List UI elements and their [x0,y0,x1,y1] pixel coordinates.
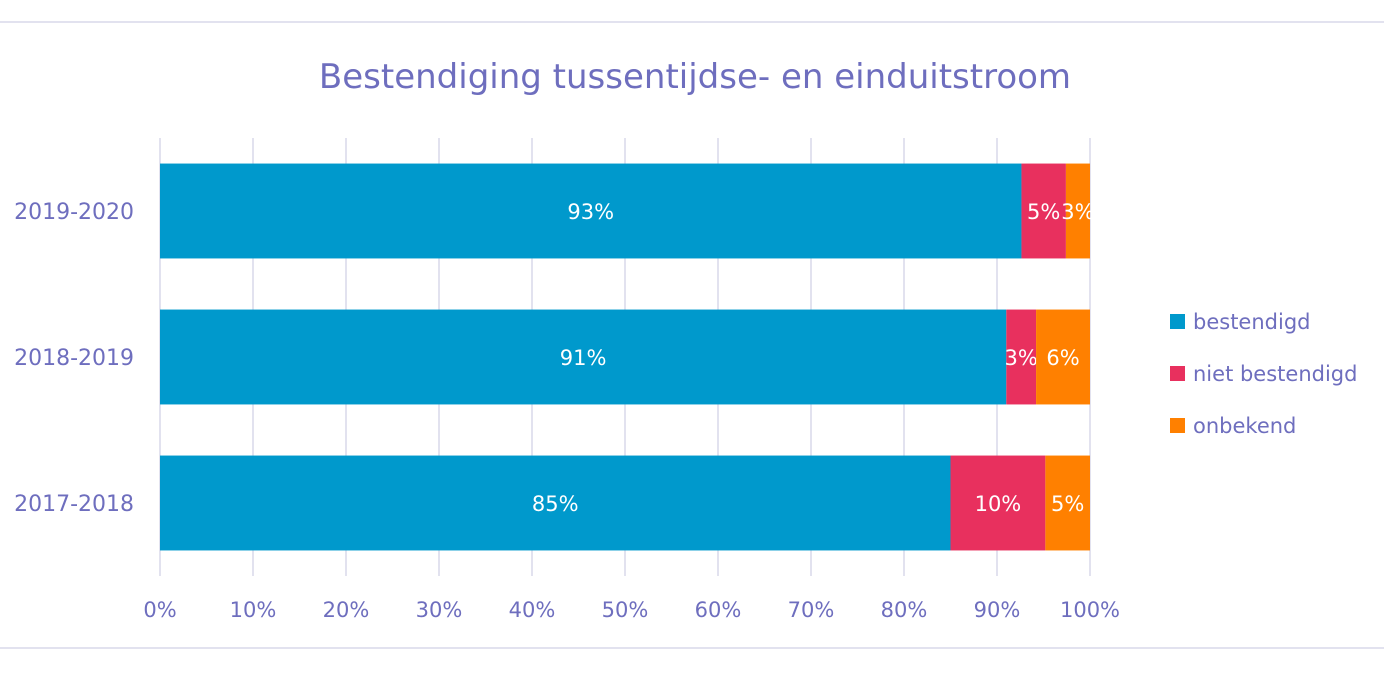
data-label: 3% [1005,346,1038,370]
bar-segment [160,163,1022,259]
x-tick-label: 30% [416,598,463,622]
y-category-label: 2019-2020 [14,200,134,225]
legend-label: niet bestendigd [1193,362,1357,386]
x-tick-label: 80% [881,598,928,622]
bar-segment [1065,163,1090,259]
x-tick-label: 10% [230,598,277,622]
x-tick-label: 70% [788,598,835,622]
y-axis: 2019-2020 2018-2019 2017-2018 [14,200,134,517]
bar-segment [1036,309,1090,405]
data-label: 10% [975,492,1022,516]
x-axis: 0% 10% 20% 30% 40% 50% 60% 70% 80% 90% 100% [143,598,1120,622]
bars: 93% 5% 3%91% 3% 6%85% 10% 5% [160,163,1095,551]
legend-label: bestendigd [1193,310,1310,334]
data-label: 91% [560,346,607,370]
bar-segment [160,309,1007,405]
bar-segment [1045,455,1090,551]
bar-segment [950,455,1046,551]
data-label: 85% [532,492,579,516]
x-tick-label: 100% [1060,598,1120,622]
y-category-label: 2018-2019 [14,346,134,371]
chart-title: Bestendiging tussentijdse- en einduitstr… [319,57,1071,97]
data-label: 6% [1046,346,1079,370]
data-label: 5% [1051,492,1084,516]
x-tick-label: 40% [509,598,556,622]
bar-segment [1021,163,1066,259]
x-tick-label: 50% [602,598,649,622]
x-tick-label: 60% [695,598,742,622]
data-label: 5% [1027,200,1060,224]
x-tick-label: 90% [974,598,1021,622]
data-label: 3% [1061,200,1094,224]
legend-swatch [1170,314,1185,329]
bar-segment [160,455,951,551]
legend-swatch [1170,418,1185,433]
bar-segment [1006,309,1037,405]
x-tick-label: 20% [323,598,370,622]
data-label: 93% [567,200,614,224]
legend-label: onbekend [1193,414,1296,438]
legend-swatch [1170,366,1185,381]
legend: bestendigd niet bestendigd onbekend [1170,310,1357,438]
y-category-label: 2017-2018 [14,492,134,517]
x-tick-label: 0% [143,598,176,622]
